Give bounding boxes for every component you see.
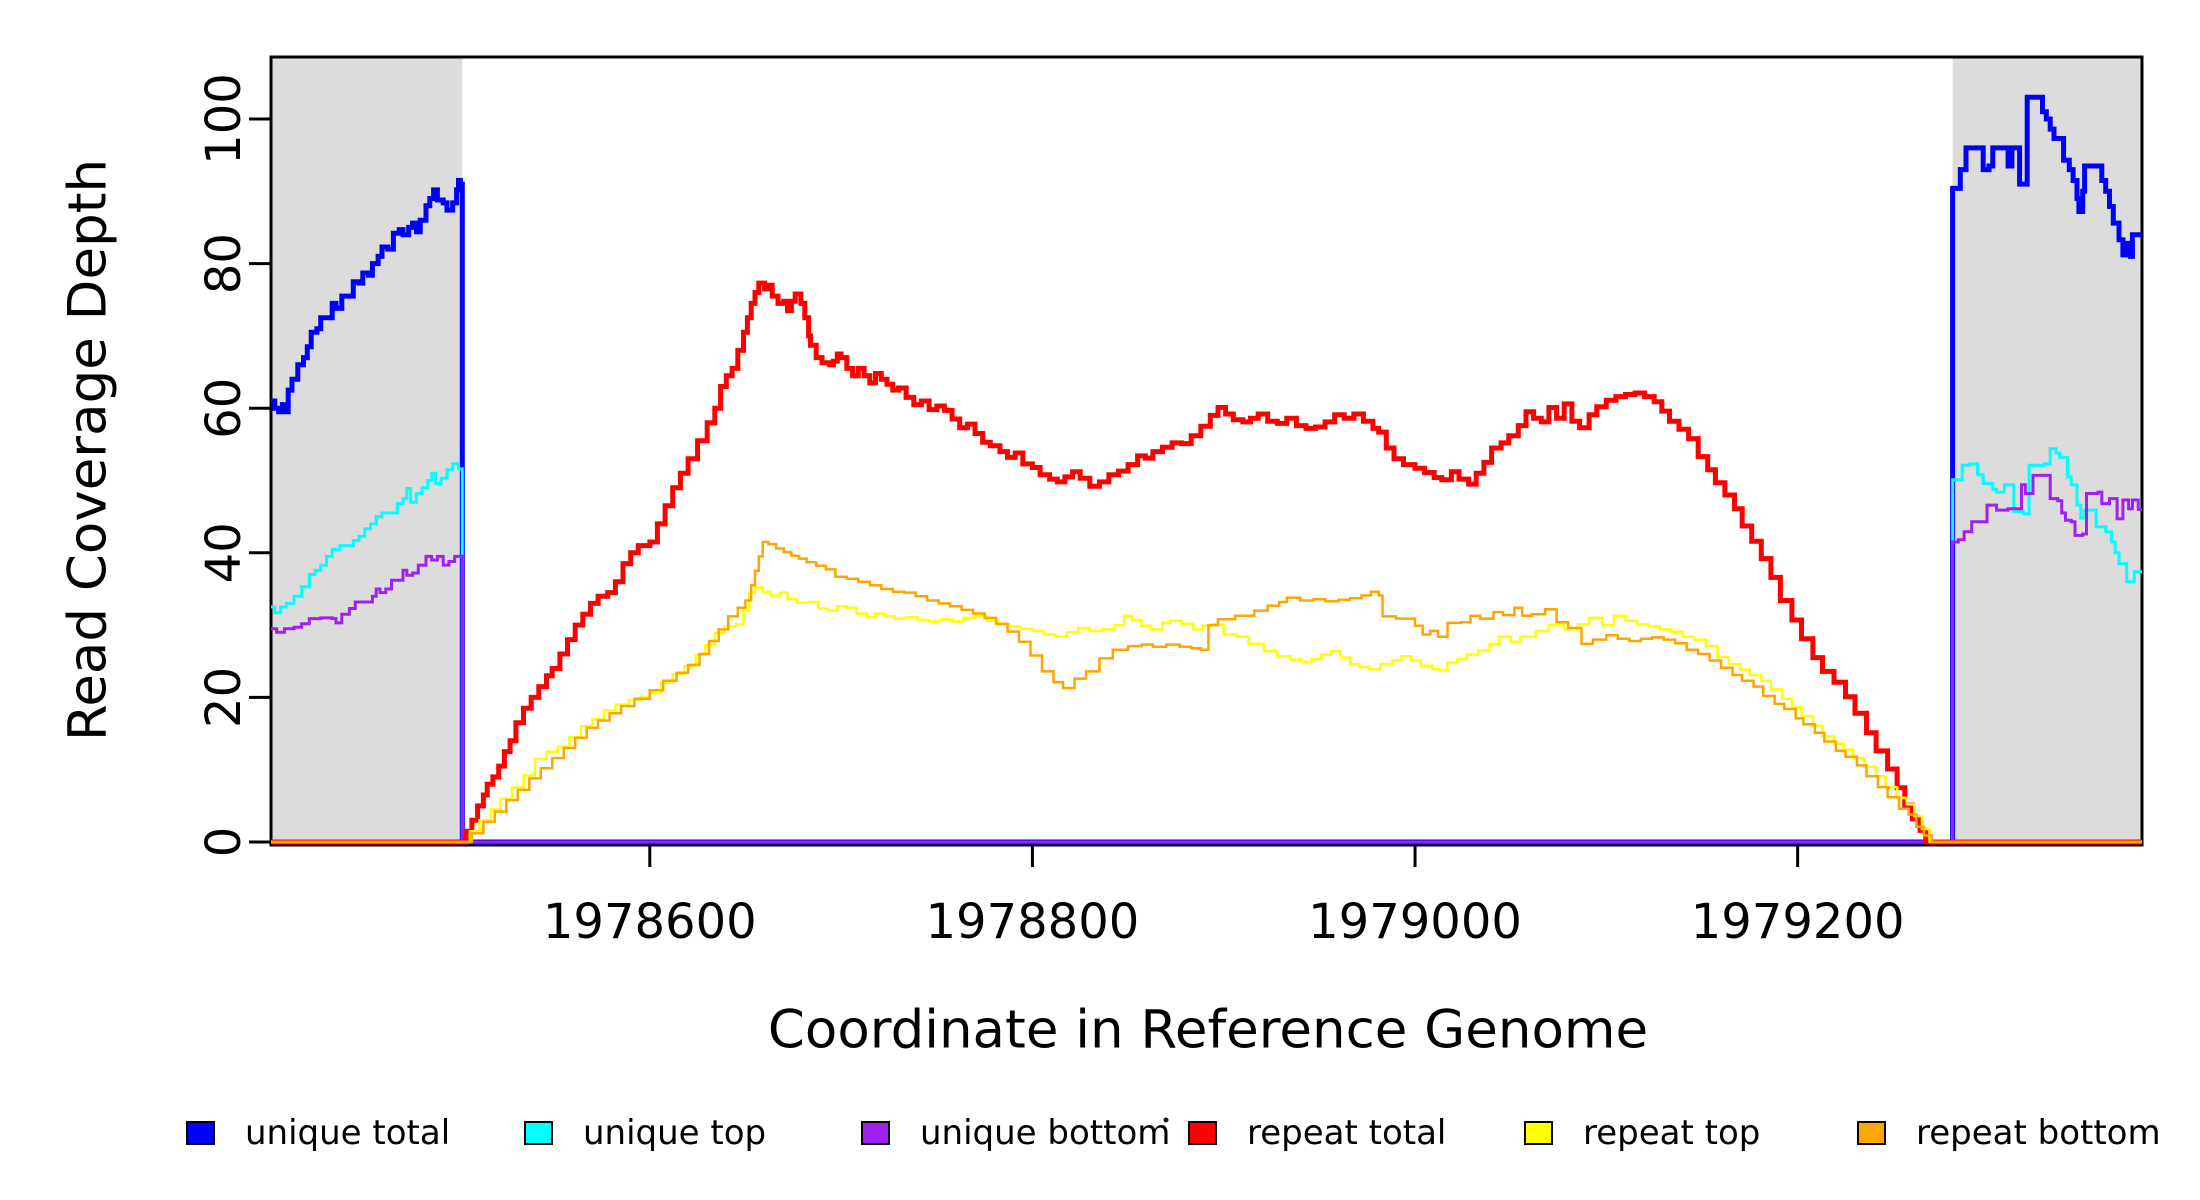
- y-tick-label: 60: [196, 378, 252, 439]
- legend-label-repeat-top: repeat top: [1583, 1113, 1761, 1153]
- legend-item-unique-bottom: unique bottom: [861, 1110, 1170, 1156]
- legend-label-unique-bottom: unique bottom: [920, 1113, 1171, 1153]
- legend-swatch-unique-top: [524, 1121, 553, 1145]
- y-tick-label: 20: [196, 667, 252, 728]
- shaded-region: [271, 57, 463, 845]
- x-tick-label: 1978800: [926, 894, 1140, 950]
- legend-swatch-unique-bottom: [861, 1121, 890, 1145]
- legend-swatch-unique-total: [186, 1121, 215, 1145]
- series-unique-bottom-line: [271, 473, 2142, 844]
- legend-label-repeat-bottom: repeat bottom: [1916, 1113, 2161, 1153]
- y-tick-label: 100: [196, 73, 252, 165]
- x-tick-label: 1979000: [1308, 894, 1522, 950]
- stray-dot: [1163, 1117, 1169, 1123]
- y-axis-title: Read Coverage Depth: [57, 158, 119, 742]
- legend-label-repeat-total: repeat total: [1247, 1113, 1447, 1153]
- legend-swatch-repeat-top: [1524, 1121, 1553, 1145]
- legend-label-unique-total: unique total: [245, 1113, 451, 1153]
- plot-border: [269, 55, 2144, 847]
- legend-swatch-repeat-total: [1188, 1121, 1217, 1145]
- y-tick-label: 0: [196, 827, 252, 858]
- legend-item-repeat-top: repeat top: [1524, 1110, 1760, 1156]
- legend-swatch-repeat-bottom: [1857, 1121, 1886, 1145]
- x-axis-title: Coordinate in Reference Genome: [767, 999, 1649, 1061]
- series-repeat-total-line: [271, 280, 2142, 845]
- y-tick-label: 80: [196, 233, 252, 294]
- legend-item-unique-top: unique top: [524, 1110, 766, 1156]
- legend-label-unique-top: unique top: [583, 1113, 767, 1153]
- series-repeat-bottom-line: [271, 540, 2142, 844]
- legend-item-repeat-bottom: repeat bottom: [1857, 1110, 2161, 1156]
- legend-item-repeat-total: repeat total: [1188, 1110, 1446, 1156]
- series-unique-total-line: [271, 94, 2142, 845]
- x-tick-label: 1978600: [543, 894, 757, 950]
- series-unique-top-line: [271, 447, 2142, 844]
- legend-item-unique-total: unique total: [186, 1110, 450, 1156]
- x-tick-label: 1979200: [1691, 894, 1905, 950]
- shaded-region: [1952, 57, 2142, 845]
- y-tick-label: 40: [196, 522, 252, 583]
